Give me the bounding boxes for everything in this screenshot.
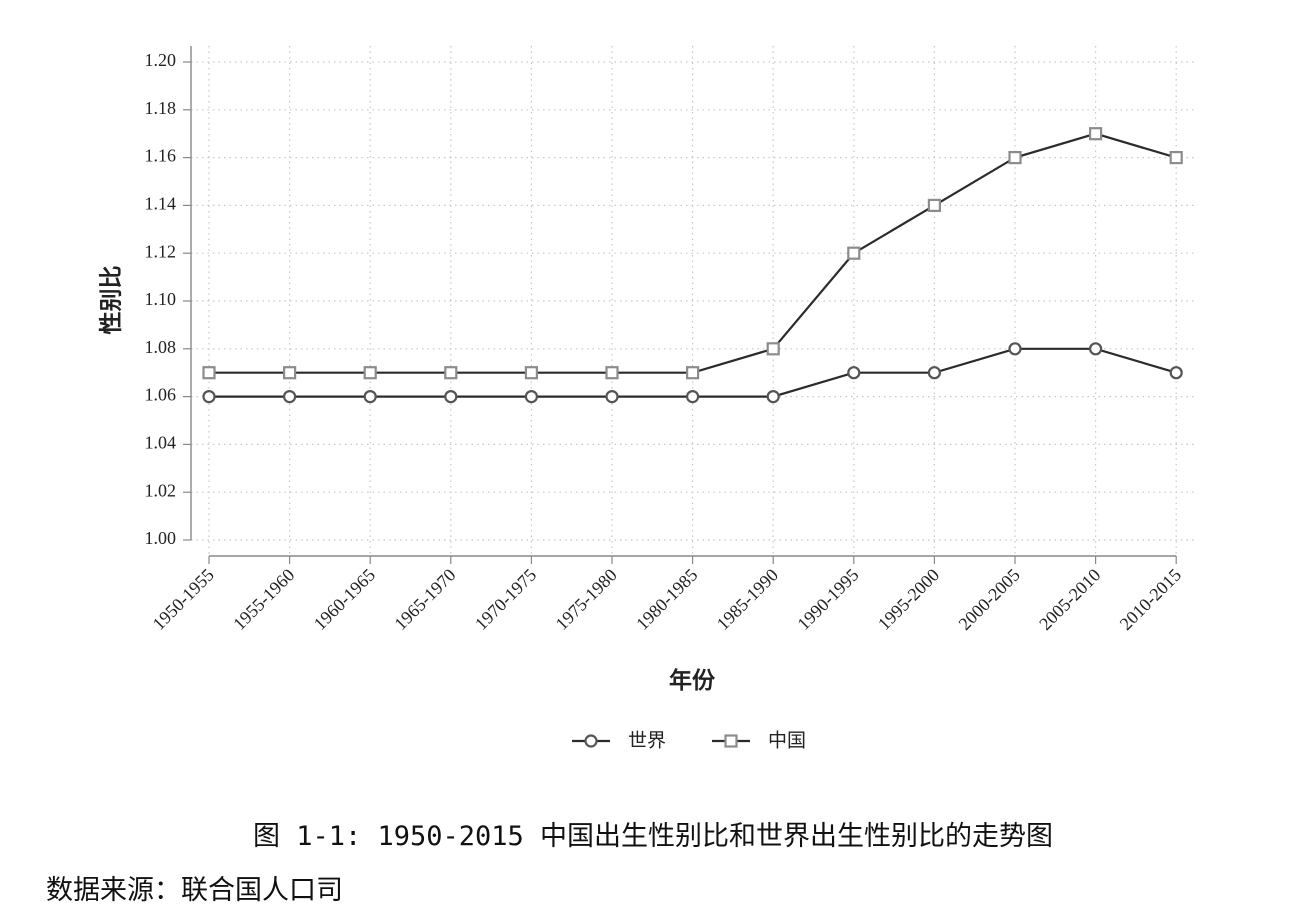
y-axis-tick-labels: 1.00 1.02 1.04 1.06 1.08 1.10 1.12 1.14 1.16 1.18… xyxy=(145,50,177,548)
axes xyxy=(183,46,1177,564)
x-tick-label: 1955-1960 xyxy=(229,565,298,634)
x-tick-label: 2005-2010 xyxy=(1035,565,1104,634)
x-tick-label: 2010-2015 xyxy=(1116,565,1185,634)
x-tick-label: 1970-1975 xyxy=(471,565,540,634)
data-point-square xyxy=(605,366,619,380)
data-point-circle xyxy=(927,366,942,380)
data-point-circle xyxy=(202,390,216,404)
data-point-circle xyxy=(444,390,458,404)
data-point-square xyxy=(363,366,377,380)
x-tick-label: 1980-1985 xyxy=(632,565,701,634)
data-point-circle xyxy=(766,390,780,404)
series-lines xyxy=(202,127,1183,404)
y-tick-label: 1.14 xyxy=(145,194,177,214)
x-tick-label: 1975-1980 xyxy=(552,565,621,634)
data-point-circle xyxy=(283,390,297,404)
legend-marker-square xyxy=(724,734,738,748)
data-point-square xyxy=(1169,151,1183,165)
data-point-square xyxy=(685,366,700,380)
y-tick-label: 1.12 xyxy=(145,241,177,261)
data-point-circle xyxy=(605,390,619,404)
y-tick-label: 1.18 xyxy=(145,98,177,118)
data-source-note: 数据来源：联合国人口司 xyxy=(46,875,343,906)
line-chart: 1.00 1.02 1.04 1.06 1.08 1.10 1.12 1.14 1.16 1.18… xyxy=(99,46,1195,752)
data-point-square xyxy=(1088,127,1103,141)
grid-lines xyxy=(191,46,1195,556)
legend-marker-circle xyxy=(584,734,598,748)
x-tick-label: 1985-1990 xyxy=(713,565,782,634)
data-point-circle xyxy=(1088,342,1103,356)
x-tick-label: 1960-1965 xyxy=(310,565,379,634)
legend: 世界 中国 xyxy=(572,730,806,752)
y-tick-label: 1.20 xyxy=(145,50,177,70)
data-point-circle xyxy=(847,366,861,380)
y-tick-label: 1.08 xyxy=(145,337,177,357)
y-tick-label: 1.06 xyxy=(145,385,177,405)
data-point-circle xyxy=(1008,342,1022,356)
data-point-square xyxy=(927,198,942,212)
data-point-circle xyxy=(363,390,377,404)
y-tick-label: 1.04 xyxy=(145,433,177,453)
data-point-square xyxy=(524,366,539,380)
x-tick-label: 2000-2005 xyxy=(955,565,1024,634)
y-axis-title: 性别比 xyxy=(99,266,125,335)
x-axis-tick-labels: 1950-1955 1955-1960 1960-1965 1965-1970 1970… xyxy=(149,565,1185,634)
x-tick-label: 1965-1970 xyxy=(390,565,459,634)
figure-caption: 图 1-1: 1950-2015 中国出生性别比和世界出生性别比的走势图 xyxy=(252,821,1054,852)
data-point-square xyxy=(444,366,458,380)
legend-label: 中国 xyxy=(768,730,806,752)
x-tick-label: 1950-1955 xyxy=(149,565,218,634)
y-tick-label: 1.00 xyxy=(145,528,177,548)
data-point-square xyxy=(202,366,216,380)
x-tick-label: 1995-2000 xyxy=(874,565,943,634)
x-axis-title: 年份 xyxy=(669,667,716,694)
y-tick-label: 1.16 xyxy=(145,146,177,166)
data-point-square xyxy=(766,342,780,356)
data-point-square xyxy=(283,366,297,380)
data-point-square xyxy=(847,246,861,260)
legend-label: 世界 xyxy=(628,730,666,752)
data-point-circle xyxy=(685,390,700,404)
data-point-circle xyxy=(524,390,539,404)
x-tick-label: 1990-1995 xyxy=(793,565,862,634)
data-point-square xyxy=(1008,151,1022,165)
y-tick-label: 1.10 xyxy=(145,289,177,309)
y-tick-label: 1.02 xyxy=(145,480,177,500)
data-point-circle xyxy=(1169,366,1183,380)
